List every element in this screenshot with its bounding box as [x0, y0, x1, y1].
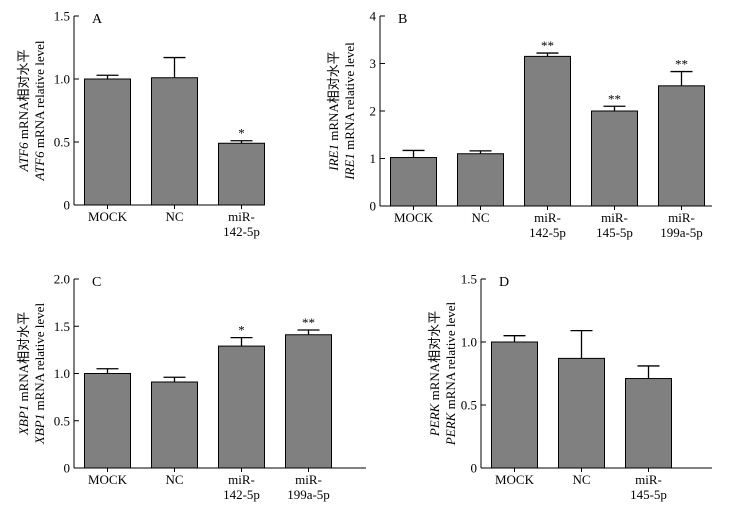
significance-marker: ** [675, 57, 688, 72]
bar [151, 77, 198, 206]
y-tick-label: 3 [370, 56, 377, 71]
y-tick-label: 0.5 [54, 413, 70, 428]
bar [218, 142, 265, 206]
x-tick-label: NC [471, 210, 489, 225]
y-tick-label: 1 [370, 151, 377, 166]
y-tick-label: 1.5 [54, 9, 70, 24]
panel-label: A [92, 12, 103, 27]
panel-label: B [398, 12, 407, 27]
y-tick-label: 0 [370, 199, 377, 214]
y-axis-label-zh: PERK mRNA相对水平 [427, 311, 442, 437]
x-tick-label: miR-145-5p [596, 210, 633, 240]
y-tick-label: 1.5 [461, 272, 477, 287]
y-tick-label: 2.0 [54, 272, 70, 287]
y-tick-label: 1.0 [461, 335, 477, 350]
x-tick-label: NC [572, 472, 590, 487]
y-axis-label-en: XBP1 mRNA relative level [32, 303, 47, 446]
y-tick-label: 0 [64, 461, 71, 476]
bar [658, 85, 705, 207]
y-axis-label-zh: XBP1 mRNA相对水平 [16, 312, 31, 436]
significance-marker: * [238, 126, 245, 141]
y-tick-label: 2 [370, 104, 377, 119]
x-tick-label: miR-199a-5p [660, 210, 703, 240]
bar [84, 373, 131, 469]
significance-marker: * [238, 323, 245, 338]
y-tick-label: 0.5 [461, 398, 477, 413]
x-tick-label: miR-145-5p [630, 472, 667, 502]
panel-label: C [92, 275, 101, 290]
y-tick-label: 4 [370, 9, 377, 24]
x-tick-label: NC [165, 472, 183, 487]
y-axis-label-zh: ATF6 mRNA相对水平 [16, 50, 31, 173]
bar [558, 357, 605, 469]
x-tick-label: MOCK [394, 210, 434, 225]
bar [491, 341, 538, 469]
x-tick-label: NC [165, 209, 183, 224]
bar [390, 157, 437, 207]
y-axis-label-en: PERK mRNA relative level [443, 301, 458, 446]
y-axis-label-zh: IRE1 mRNA相对水平 [326, 51, 341, 172]
x-tick-label: miR-142-5p [529, 210, 566, 240]
bar [457, 153, 504, 207]
y-tick-label: 1.0 [54, 72, 70, 87]
bar [84, 78, 131, 206]
x-tick-label: miR-142-5p [223, 472, 260, 502]
y-tick-label: 0 [471, 461, 478, 476]
x-tick-label: miR-199a-5p [287, 472, 330, 502]
bar [218, 345, 265, 469]
bar [524, 55, 571, 207]
x-tick-label: miR-142-5p [223, 209, 260, 239]
significance-marker: ** [541, 38, 554, 53]
significance-marker: ** [608, 91, 621, 106]
bar [151, 381, 198, 469]
y-tick-label: 1.5 [54, 319, 70, 334]
bar [285, 334, 332, 469]
x-tick-label: MOCK [88, 472, 128, 487]
panel-label: D [499, 275, 509, 290]
y-axis-label-en: ATF6 mRNA relative level [32, 40, 47, 181]
significance-marker: ** [302, 315, 315, 330]
x-tick-label: MOCK [88, 209, 128, 224]
y-tick-label: 0 [64, 198, 71, 213]
y-tick-label: 1.0 [54, 366, 70, 381]
y-tick-label: 0.5 [54, 135, 70, 150]
x-tick-label: MOCK [495, 472, 535, 487]
y-axis-label-en: IRE1 mRNA relative level [342, 42, 357, 181]
bar [625, 378, 672, 469]
bar [591, 110, 638, 207]
